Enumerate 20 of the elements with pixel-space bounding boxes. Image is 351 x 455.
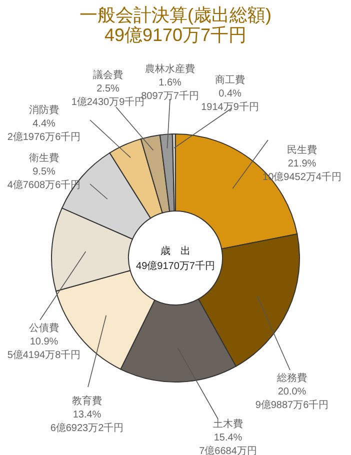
slice-label: 議会費 [93, 69, 123, 81]
slice-label: 民生費 [287, 144, 317, 156]
data-label: 10.9% 5億4194万8千円 [7, 336, 81, 361]
data-label: 15.4% 7億6684万円 [199, 432, 257, 455]
data-label: 0.4% 1914万9千円 [201, 88, 259, 113]
data-label: 4.4% 2億1976万6千円 [7, 118, 81, 143]
slice-label: 教育費 [72, 395, 102, 407]
slice-label: 商工費 [215, 74, 245, 86]
slice-label: 農林水産費 [145, 63, 195, 75]
slice-label: 土木費 [213, 418, 243, 430]
slice-label: 公債費 [29, 322, 59, 334]
slice-label: 消防費 [29, 104, 59, 116]
data-label: 13.4% 6億6923万2千円 [50, 410, 124, 434]
slice-label: 総務費 [276, 372, 307, 384]
text: 49億9170万7千円 [136, 260, 215, 272]
text: 歳 出 [160, 245, 190, 257]
data-label: 20.0% 9億9887万6千円 [255, 386, 329, 411]
chart-subtitle: 49億9170万7千円 [104, 25, 247, 45]
chart-title: 一般会計決算(歳出総額) [80, 5, 272, 25]
slice-label: 衛生費 [29, 152, 59, 164]
